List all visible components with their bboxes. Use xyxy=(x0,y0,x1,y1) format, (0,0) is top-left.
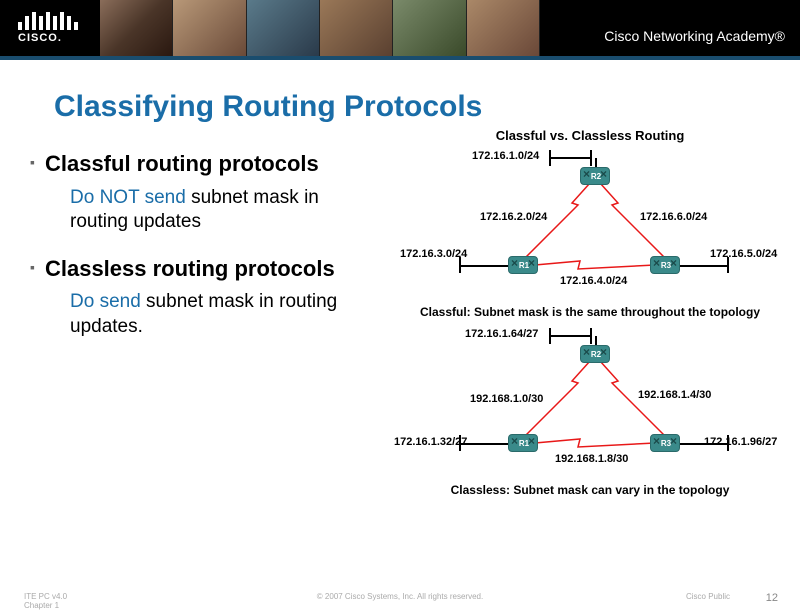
bullet-classless: ▪ Classless routing protocols xyxy=(30,255,380,283)
router-r2: R2 xyxy=(580,167,610,185)
bullet-marker: ▪ xyxy=(30,154,35,178)
label-right-link: 172.16.6.0/24 xyxy=(640,211,707,223)
router-r3: R3 xyxy=(650,434,680,452)
footer-chapter: Chapter 1 xyxy=(24,601,67,610)
label-right-stub: 172.16.1.96/27 xyxy=(704,436,777,448)
label-left-link: 172.16.2.0/24 xyxy=(480,211,547,223)
label-left-stub: 172.16.3.0/24 xyxy=(400,248,467,260)
label-top-stub: 172.16.1.0/24 xyxy=(472,150,539,162)
caption-classless: Classless: Subnet mask can vary in the t… xyxy=(400,483,780,497)
emphasis-do-not-send: Do NOT send xyxy=(70,187,186,208)
bullet-head-classful: Classful routing protocols xyxy=(45,150,319,178)
label-top-stub: 172.16.1.64/27 xyxy=(465,328,538,340)
emphasis-do-send: Do send xyxy=(70,291,141,312)
academy-label: Cisco Networking Academy® xyxy=(604,28,785,44)
stub-line xyxy=(550,335,590,337)
router-r1: R1 xyxy=(508,434,538,452)
stub-end xyxy=(590,150,592,166)
label-left-stub: 172.16.1.32/27 xyxy=(394,436,467,448)
bullet-head-classless: Classless routing protocols xyxy=(45,255,335,283)
stub-line xyxy=(680,265,728,267)
stub-end xyxy=(590,328,592,344)
caption-classful: Classful: Subnet mask is the same throug… xyxy=(400,305,780,319)
label-right-stub: 172.16.5.0/24 xyxy=(710,248,777,260)
cisco-logo-bars xyxy=(18,12,78,30)
bullet-classful: ▪ Classful routing protocols xyxy=(30,150,380,178)
stub-line xyxy=(460,265,508,267)
header-photo-strip xyxy=(100,0,540,56)
bullet-sub-classless: Do send subnet mask in routing updates. xyxy=(70,290,380,339)
content-bullets: ▪ Classful routing protocols Do NOT send… xyxy=(30,150,380,360)
slide-title: Classifying Routing Protocols xyxy=(54,90,482,124)
label-bottom-link: 172.16.4.0/24 xyxy=(560,275,627,287)
stub-end xyxy=(549,150,551,166)
bullet-marker: ▪ xyxy=(30,259,35,283)
label-right-link: 192.168.1.4/30 xyxy=(638,389,711,401)
stub-line xyxy=(550,157,590,159)
bullet-sub-classful: Do NOT send subnet mask in routing updat… xyxy=(70,186,380,235)
label-left-link: 192.168.1.0/30 xyxy=(470,393,543,405)
diagram-title: Classful vs. Classless Routing xyxy=(400,128,780,143)
router-r2: R2 xyxy=(580,345,610,363)
label-bottom-link: 192.168.1.8/30 xyxy=(555,453,628,465)
router-r1: R1 xyxy=(508,256,538,274)
router-r3: R3 xyxy=(650,256,680,274)
cisco-logo-text: CISCO. xyxy=(18,32,78,44)
stub-end xyxy=(549,328,551,344)
footer-page-number: 12 xyxy=(766,592,778,604)
header-rule xyxy=(0,56,800,60)
header: CISCO. Cisco Networking Academy® xyxy=(0,0,800,60)
cisco-logo: CISCO. xyxy=(18,12,78,44)
topology-classless: 172.16.1.64/27 R2 R1 R3 172.16.1.32/27 1… xyxy=(400,331,780,481)
diagram-area: Classful vs. Classless Routing 172.16.1.… xyxy=(400,128,780,509)
topology-classful: 172.16.1.0/24 R2 R1 R3 172.16.3.0/24 172… xyxy=(400,153,780,303)
